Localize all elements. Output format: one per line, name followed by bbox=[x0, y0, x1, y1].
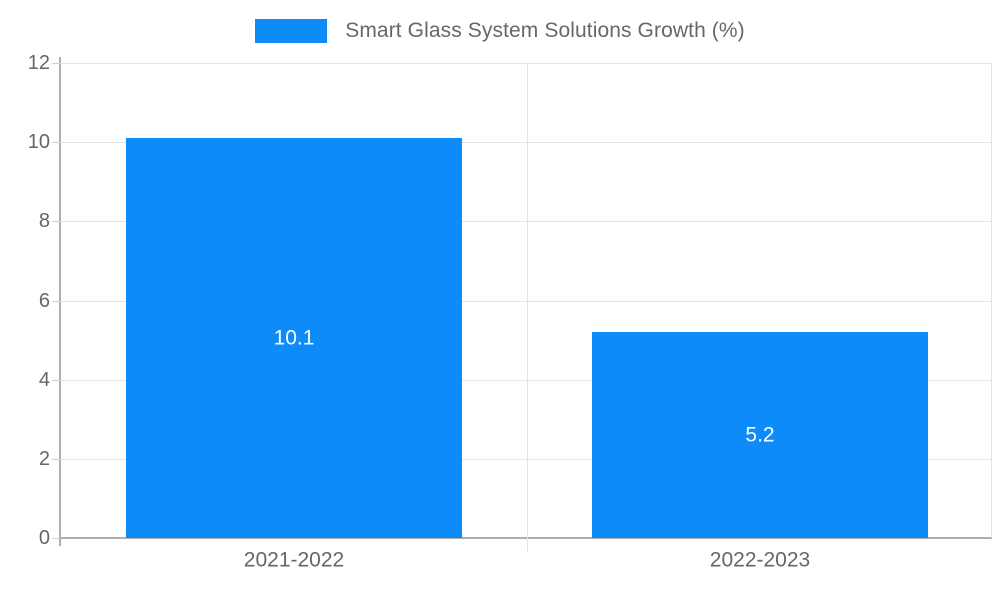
bar-value-label: 10.1 bbox=[273, 326, 315, 350]
bar-value-label: 5.2 bbox=[745, 423, 775, 447]
x-tick-label-2022-2023: 2022-2023 bbox=[709, 548, 811, 572]
legend-entry-label: Smart Glass System Solutions Growth (%) bbox=[345, 19, 745, 42]
bar-2021-2022[interactable]: 10.1 bbox=[126, 138, 462, 538]
y-tick-mark bbox=[52, 221, 60, 222]
chart-legend: Smart Glass System Solutions Growth (%) bbox=[0, 14, 1000, 48]
gridline-10 bbox=[60, 142, 992, 143]
plot-right-border bbox=[991, 63, 992, 538]
category-separator-gridline bbox=[527, 63, 528, 552]
y-tick-label: 12 bbox=[27, 52, 50, 74]
gridline-6 bbox=[60, 301, 992, 302]
y-tick-label: 8 bbox=[38, 210, 50, 232]
y-tick-mark bbox=[52, 301, 60, 302]
y-tick-label: 10 bbox=[27, 131, 50, 153]
legend-entry-smart-glass-system-solutions-growth[interactable]: Smart Glass System Solutions Growth (%) bbox=[255, 19, 745, 43]
bar-2022-2023[interactable]: 5.2 bbox=[592, 332, 928, 538]
y-tick-mark bbox=[52, 459, 60, 460]
gridline-2 bbox=[60, 459, 992, 460]
y-axis-tick-marks bbox=[52, 63, 60, 539]
y-tick-mark bbox=[52, 380, 60, 381]
y-tick-label: 4 bbox=[38, 369, 50, 391]
x-axis-baseline bbox=[60, 537, 992, 539]
y-tick-label: 0 bbox=[38, 527, 50, 549]
gridline-4 bbox=[60, 380, 992, 381]
gridline-8 bbox=[60, 221, 992, 222]
legend-color-swatch-icon bbox=[255, 19, 328, 43]
y-tick-mark bbox=[52, 142, 60, 143]
y-tick-label: 6 bbox=[38, 290, 50, 312]
x-tick-label-2021-2022: 2021-2022 bbox=[243, 548, 345, 572]
y-tick-mark bbox=[52, 538, 60, 539]
y-tick-mark bbox=[52, 63, 60, 64]
gridline-12 bbox=[60, 63, 992, 64]
y-axis-labels: 12 10 8 6 4 2 0 bbox=[0, 53, 50, 548]
plot-area: 10.1 5.2 bbox=[60, 63, 992, 552]
y-tick-label: 2 bbox=[38, 448, 50, 470]
